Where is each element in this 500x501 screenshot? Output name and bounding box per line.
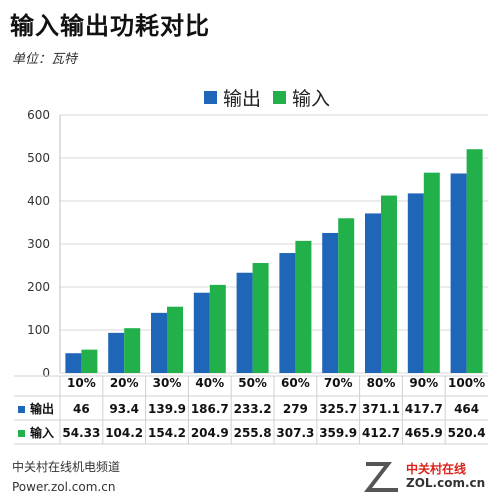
table-value-input: 54.33 [62, 426, 100, 440]
bar-output [322, 232, 339, 373]
table-value-input: 412.7 [362, 426, 400, 440]
table-value-output: 233.2 [234, 402, 272, 416]
bar-output [151, 312, 167, 373]
bar-output [65, 353, 82, 373]
chart-title: 输入输出功耗对比 [10, 12, 210, 40]
table-value-output: 93.4 [109, 402, 139, 416]
x-tick-label: 40% [195, 376, 224, 390]
table-row-label-input: 输入 [30, 425, 54, 440]
x-tick-label: 70% [324, 376, 353, 390]
x-tick-label: 50% [238, 376, 267, 390]
legend-item-input: 输入 [273, 84, 330, 111]
table-value-input: 204.9 [191, 426, 229, 440]
table-value-input: 307.3 [276, 426, 314, 440]
table-value-output: 139.9 [148, 402, 186, 416]
table-value-input: 154.2 [148, 426, 186, 440]
bar-input [124, 328, 141, 373]
bar-input [252, 263, 269, 373]
logo-en: ZOL.com.cn [406, 476, 486, 490]
bar-output [450, 173, 467, 373]
table-value-input: 255.8 [234, 426, 272, 440]
x-tick-label: 20% [110, 376, 139, 390]
bar-input [466, 149, 483, 373]
logo-cn: 中关村在线 [406, 462, 467, 476]
table-value-output: 417.7 [405, 402, 443, 416]
x-tick-label: 90% [409, 376, 438, 390]
bar-input [81, 349, 98, 373]
x-tick-label: 100% [448, 376, 485, 390]
table-value-output: 46 [73, 402, 90, 416]
table-swatch-input [18, 430, 25, 437]
bar-output [193, 292, 210, 373]
table-value-input: 104.2 [105, 426, 143, 440]
table-swatch-output [18, 406, 25, 413]
bar-input [423, 172, 440, 373]
legend-label-input: 输入 [292, 88, 331, 110]
footer-channel: 中关村在线机电频道 [12, 460, 121, 474]
y-tick-label: 600 [27, 108, 50, 122]
legend: 输出 输入 [204, 84, 342, 111]
bar-output [108, 332, 125, 373]
legend-label-output: 输出 [223, 88, 262, 110]
zol-logo-icon [364, 462, 398, 492]
bar-output [236, 272, 253, 373]
table-row-label-output: 输出 [30, 401, 54, 416]
y-tick-label: 0 [42, 366, 50, 380]
bar-output [279, 253, 296, 373]
x-tick-label: 10% [67, 376, 96, 390]
y-tick-label: 500 [27, 151, 50, 165]
bar-input [209, 284, 226, 373]
bar-input [167, 306, 183, 373]
legend-swatch-input [273, 91, 287, 104]
legend-swatch-output [204, 91, 217, 104]
y-tick-label: 400 [27, 194, 50, 208]
bar-input [338, 218, 355, 373]
x-tick-label: 80% [367, 376, 396, 390]
table-value-output: 279 [283, 402, 308, 416]
zol-logo: 中关村在线 ZOL.com.cn [362, 458, 486, 494]
bar-input [295, 240, 312, 373]
table-value-output: 325.7 [319, 402, 357, 416]
y-tick-label: 100 [27, 323, 50, 337]
bar-output [365, 213, 381, 373]
bar-input [381, 195, 397, 373]
table-value-input: 465.9 [405, 426, 443, 440]
x-tick-label: 30% [153, 376, 182, 390]
table-value-output: 464 [454, 402, 479, 416]
bar-output [407, 193, 424, 373]
legend-item-output: 输出 [204, 84, 261, 111]
table-value-output: 371.1 [362, 402, 400, 416]
table-value-input: 520.4 [448, 426, 486, 440]
table-value-output: 186.7 [191, 402, 229, 416]
unit-label: 单位：瓦特 [12, 52, 78, 67]
y-tick-label: 200 [27, 280, 50, 294]
footer-url: Power.zol.com.cn [12, 480, 116, 494]
x-tick-label: 60% [281, 376, 310, 390]
y-tick-label: 300 [27, 237, 50, 251]
table-value-input: 359.9 [319, 426, 357, 440]
